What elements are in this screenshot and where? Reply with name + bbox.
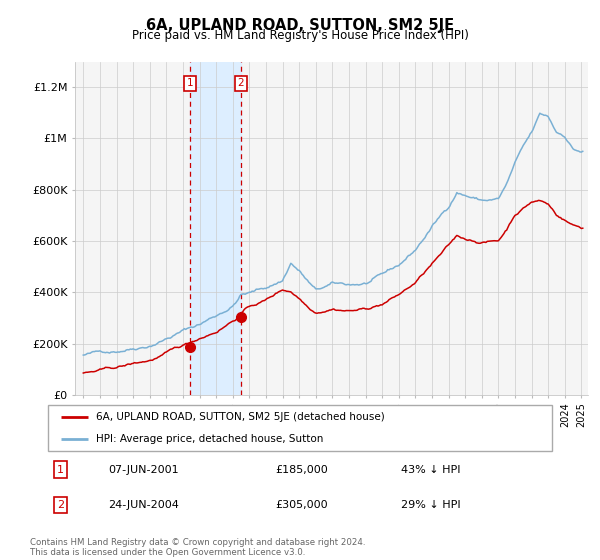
Text: 6A, UPLAND ROAD, SUTTON, SM2 5JE (detached house): 6A, UPLAND ROAD, SUTTON, SM2 5JE (detach… — [96, 412, 385, 422]
Text: 2: 2 — [57, 500, 64, 510]
Text: £305,000: £305,000 — [275, 500, 328, 510]
FancyBboxPatch shape — [48, 405, 552, 451]
Text: 07-JUN-2001: 07-JUN-2001 — [109, 464, 179, 474]
Text: £185,000: £185,000 — [275, 464, 328, 474]
Text: 6A, UPLAND ROAD, SUTTON, SM2 5JE: 6A, UPLAND ROAD, SUTTON, SM2 5JE — [146, 18, 454, 33]
Text: 2: 2 — [238, 78, 244, 88]
Text: Contains HM Land Registry data © Crown copyright and database right 2024.
This d: Contains HM Land Registry data © Crown c… — [30, 538, 365, 557]
Text: 1: 1 — [57, 464, 64, 474]
Text: 43% ↓ HPI: 43% ↓ HPI — [401, 464, 460, 474]
Text: 1: 1 — [187, 78, 194, 88]
Text: 29% ↓ HPI: 29% ↓ HPI — [401, 500, 460, 510]
Bar — [190, 62, 241, 395]
Text: Price paid vs. HM Land Registry's House Price Index (HPI): Price paid vs. HM Land Registry's House … — [131, 29, 469, 42]
Text: 24-JUN-2004: 24-JUN-2004 — [109, 500, 179, 510]
Text: HPI: Average price, detached house, Sutton: HPI: Average price, detached house, Sutt… — [96, 435, 323, 444]
